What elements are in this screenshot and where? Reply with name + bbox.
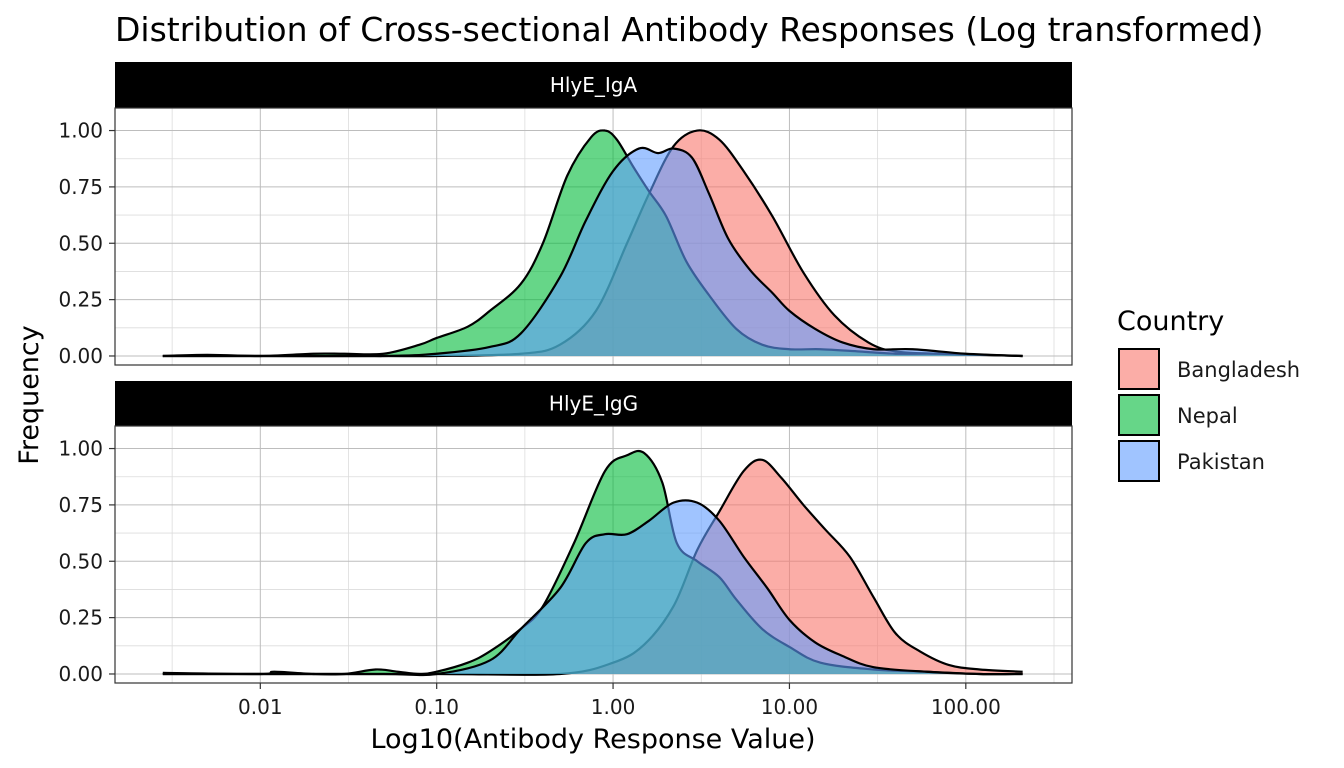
facet-strip-label: HlyE_IgA [550, 73, 638, 97]
density-areas [162, 449, 1023, 677]
x-tick-label: 100.00 [931, 695, 1001, 719]
legend-label-pakistan: Pakistan [1177, 450, 1265, 474]
density-area-bangladesh [162, 130, 1023, 357]
y-tick-label: 0.75 [58, 175, 103, 199]
x-axis-label: Log10(Antibody Response Value) [370, 724, 815, 755]
density-line-pakistan [162, 146, 1023, 358]
legend-key-pakistan [1118, 440, 1160, 482]
y-tick-label: 0.50 [58, 549, 103, 573]
y-tick-label: 0.00 [58, 662, 103, 686]
y-tick-label: 0.50 [58, 231, 103, 255]
y-tick-label: 1.00 [58, 437, 103, 461]
facet-strip [115, 381, 1072, 426]
legend-key-nepal [1118, 394, 1160, 436]
density-areas [162, 129, 1023, 358]
x-tick-label: 10.00 [761, 695, 818, 719]
legend-label-bangladesh: Bangladesh [1177, 358, 1300, 382]
density-line-bangladesh [162, 458, 1023, 676]
density-line-pakistan [162, 499, 1023, 677]
x-tick-label: 0.01 [238, 695, 283, 719]
y-tick-label: 1.00 [58, 119, 103, 143]
facet-strip-label: HlyE_IgG [549, 392, 638, 416]
density-area-bangladesh [162, 459, 1023, 675]
y-axis: 0.00 0.25 0.50 0.75 1.00 [58, 437, 115, 686]
chart-title: Distribution of Cross-sectional Antibody… [115, 10, 1264, 49]
y-tick-label: 0.25 [58, 288, 103, 312]
panel-border [114, 107, 1073, 366]
y-tick-label: 0.25 [58, 606, 103, 630]
legend-key-bangladesh [1118, 348, 1160, 390]
density-area-pakistan [162, 500, 1023, 675]
facet-strip [115, 62, 1072, 108]
legend-label-nepal: Nepal [1177, 404, 1238, 428]
x-tick-label: 0.10 [414, 695, 459, 719]
y-axis: 0.00 0.25 0.50 0.75 1.00 [58, 119, 115, 368]
x-tick-label: 1.00 [591, 695, 636, 719]
legend-title: Country [1117, 306, 1224, 337]
panel-HlyE_IgA: HlyE_IgA 0.00 0.25 0.50 0.75 1.00 [58, 62, 1073, 368]
panel-border [114, 425, 1073, 684]
y-tick-label: 0.00 [58, 344, 103, 368]
panel-HlyE_IgG: HlyE_IgG 0.00 0.25 0.50 0.75 1.00 [58, 381, 1073, 686]
y-tick-label: 0.75 [58, 493, 103, 517]
panels: HlyE_IgA 0.00 0.25 0.50 0.75 1.00 HlyE_IgG 0.00… [58, 62, 1073, 686]
density-area-pakistan [162, 147, 1023, 357]
y-axis-label: Frequency [14, 325, 45, 465]
legend: Country Bangladesh Nepal Pakistan [1117, 306, 1300, 482]
x-axis: 0.01 0.10 1.00 10.00 100.00 [238, 683, 1001, 719]
